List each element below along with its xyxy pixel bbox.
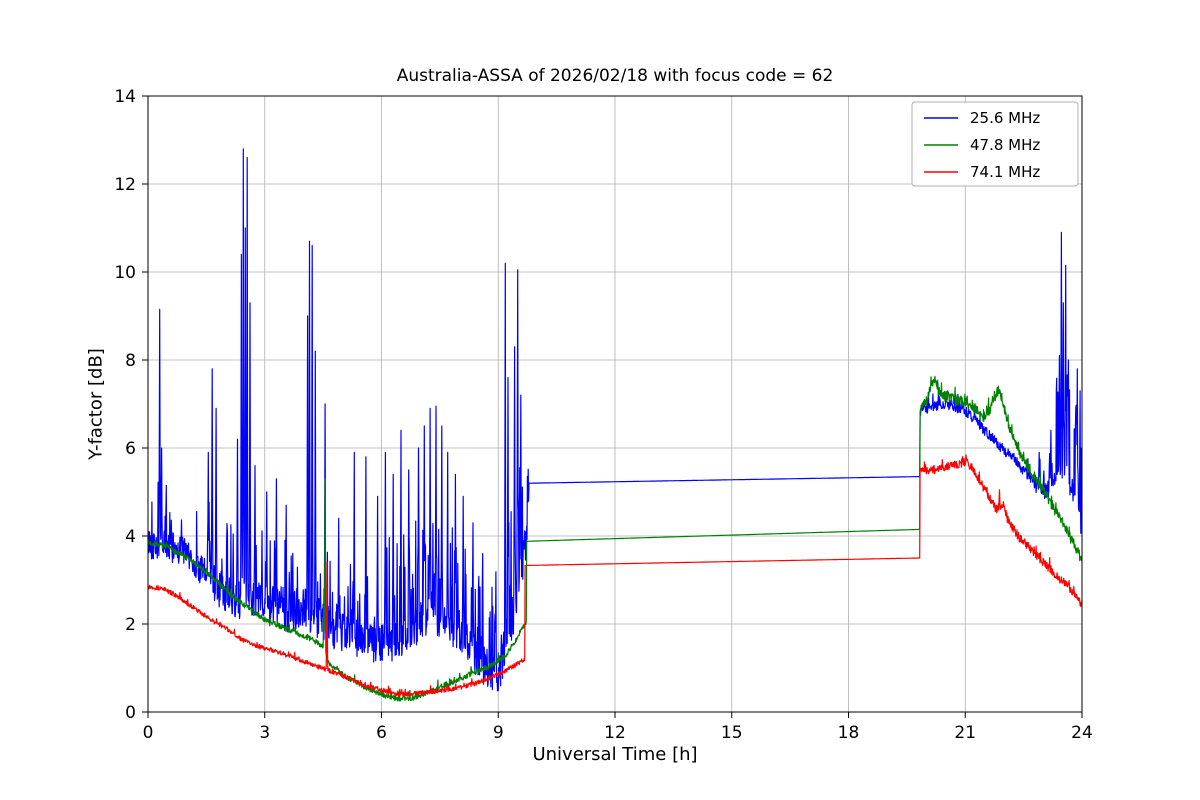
x-tick-label: 6 [376,723,387,743]
y-tick-label: 12 [114,175,136,195]
x-tick-label: 9 [493,723,504,743]
y-tick-label: 0 [125,703,136,723]
x-tick-label: 0 [143,723,154,743]
series-line-47-8-mhz [147,375,1083,702]
x-tick-label: 15 [721,723,743,743]
y-axis-label: Y-factor [dB] [85,348,107,460]
x-tick-label: 12 [604,723,626,743]
legend-label: 74.1 MHz [970,163,1040,181]
x-axis-label: Universal Time [h] [532,744,698,765]
y-tick-label: 14 [114,87,136,107]
x-tick-label: 24 [1071,723,1093,743]
series-line-25-6-mhz [147,148,1083,692]
y-tick-label: 2 [125,615,136,635]
legend-label: 25.6 MHz [970,109,1040,127]
x-tick-label: 18 [838,723,860,743]
y-tick-label: 8 [125,351,136,371]
y-tick-label: 10 [114,263,136,283]
y-tick-label: 6 [125,439,136,459]
legend-box [911,101,1079,187]
series-line-74-1-mhz [147,454,1083,697]
legend-label: 47.8 MHz [970,136,1040,154]
y-tick-label: 4 [125,527,136,547]
chart-title: Australia-ASSA of 2026/02/18 with focus … [396,66,834,86]
x-tick-label: 3 [259,723,270,743]
x-tick-label: 21 [954,723,976,743]
